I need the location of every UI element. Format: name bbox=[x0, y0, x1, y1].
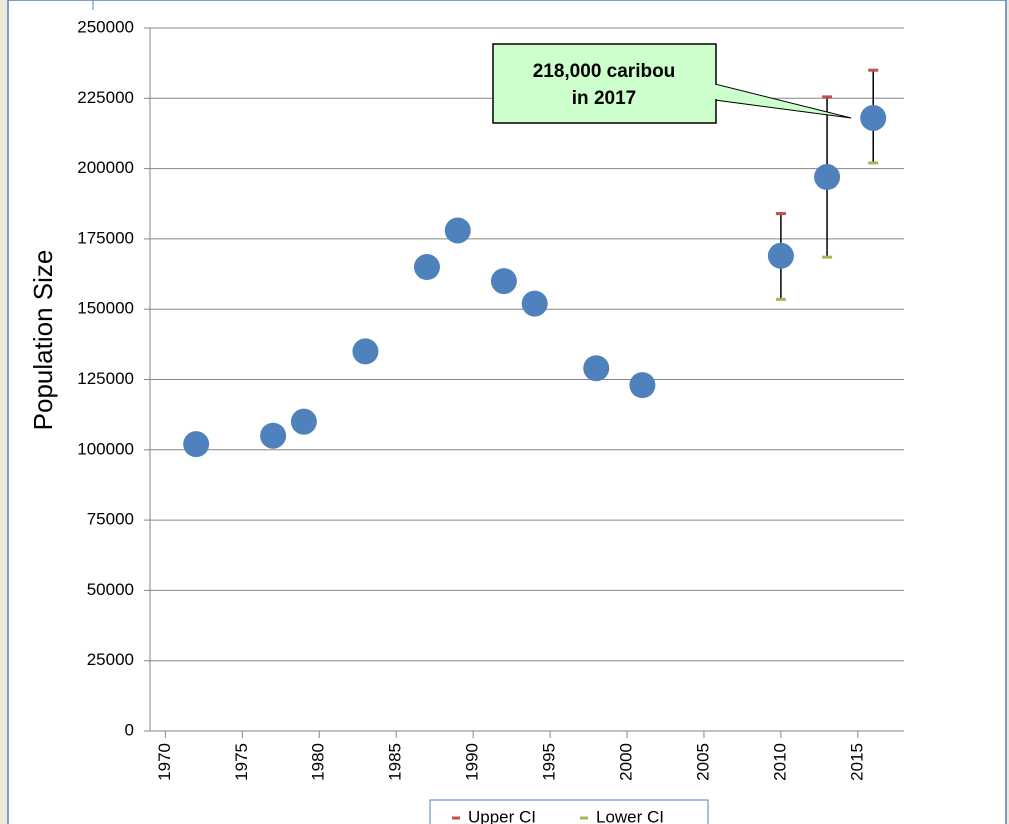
legend-label: Upper CI bbox=[468, 807, 536, 824]
y-tick-label: 100000 bbox=[77, 439, 134, 458]
x-tick-label: 2015 bbox=[847, 743, 866, 781]
point bbox=[183, 431, 210, 458]
chart-area bbox=[7, 0, 1007, 824]
y-tick-label: 75000 bbox=[87, 510, 134, 529]
x-tick-label: 1990 bbox=[463, 743, 482, 781]
y-tick-label: 150000 bbox=[77, 299, 134, 318]
y-tick-label: 50000 bbox=[87, 580, 134, 599]
point bbox=[352, 338, 379, 365]
annotation-text: in 2017 bbox=[572, 88, 636, 109]
y-tick-label: 125000 bbox=[77, 369, 134, 388]
annotation-text: 218,000 caribou bbox=[533, 61, 676, 82]
x-tick-label: 1980 bbox=[309, 743, 328, 781]
y-tick-label: 200000 bbox=[77, 158, 134, 177]
x-tick-label: 2005 bbox=[693, 743, 712, 781]
y-axis-label: Population Size bbox=[28, 250, 58, 431]
point bbox=[583, 355, 610, 382]
point bbox=[413, 254, 440, 281]
legend: Upper CI Lower CI bbox=[429, 799, 709, 824]
y-tick-label: 175000 bbox=[77, 228, 134, 247]
x-tick-label: 1995 bbox=[540, 743, 559, 781]
point bbox=[860, 104, 887, 131]
point bbox=[767, 242, 794, 269]
x-tick-label: 1985 bbox=[386, 743, 405, 781]
point bbox=[290, 408, 317, 435]
point bbox=[521, 290, 548, 317]
x-tick-label: 2000 bbox=[617, 743, 636, 781]
y-tick-label: 225000 bbox=[77, 88, 134, 107]
y-tick-label: 0 bbox=[125, 720, 134, 739]
y-tick-label: 250000 bbox=[77, 17, 134, 36]
annotation-box bbox=[492, 43, 717, 124]
x-tick-label: 2010 bbox=[770, 743, 789, 781]
callout-joint bbox=[713, 85, 717, 99]
point bbox=[814, 164, 841, 191]
legend-label: Lower CI bbox=[596, 807, 664, 824]
point bbox=[490, 268, 517, 295]
point bbox=[629, 372, 656, 399]
y-tick-label: 25000 bbox=[87, 650, 134, 669]
x-tick-label: 1970 bbox=[155, 743, 174, 781]
point bbox=[260, 422, 287, 449]
point bbox=[444, 217, 471, 244]
x-tick-label: 1975 bbox=[232, 743, 251, 781]
legend-box bbox=[429, 799, 709, 824]
